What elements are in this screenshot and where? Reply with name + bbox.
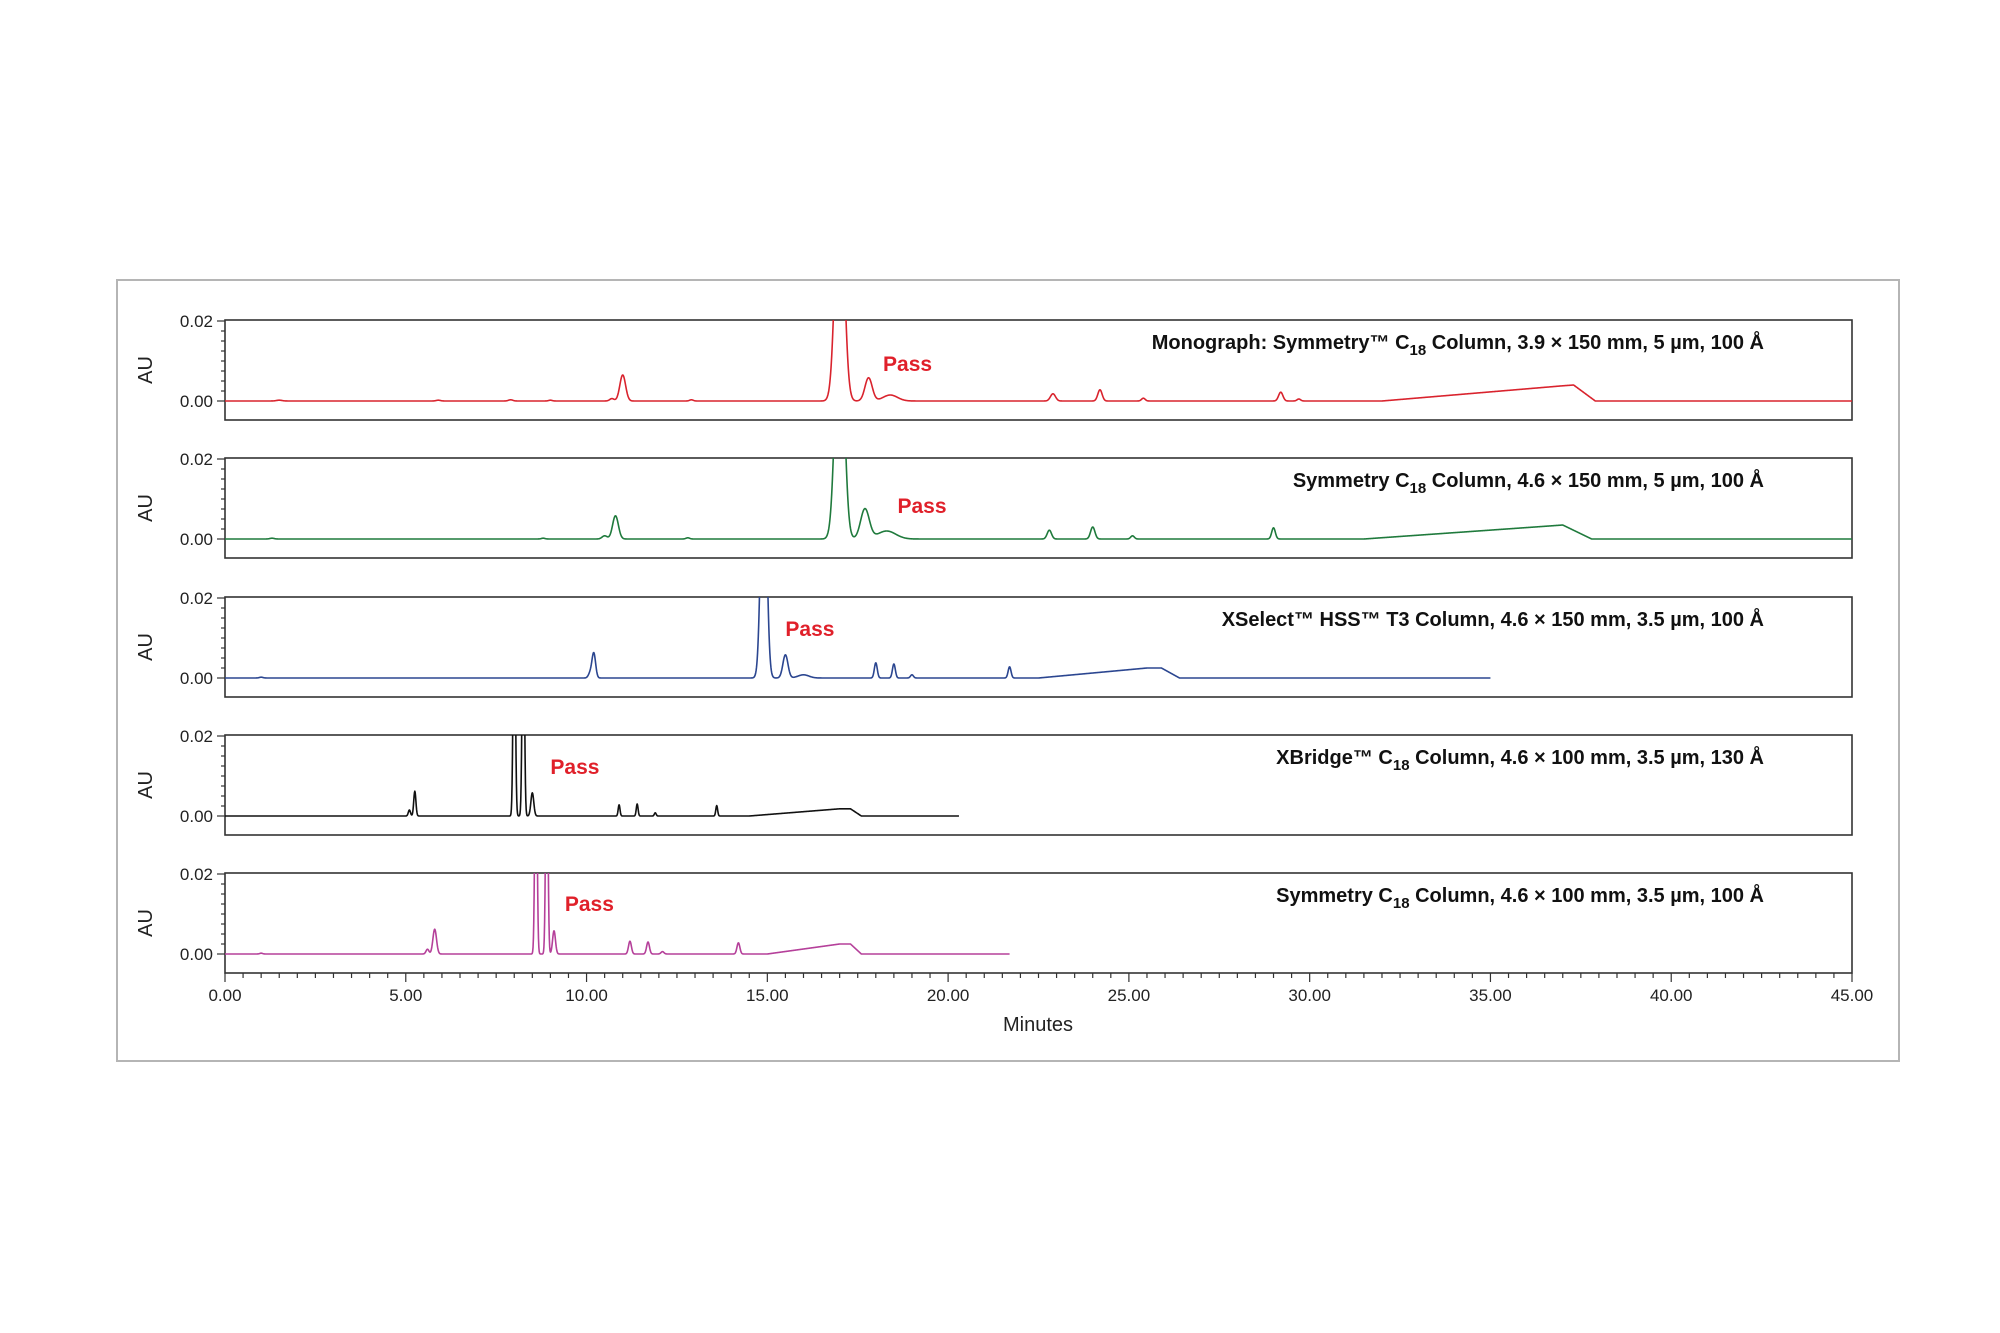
y-axis-title: AU [135, 356, 157, 384]
y-tick-label: 0.00 [180, 530, 213, 549]
panel-4: 0.02 0.00 AU XBridge™ C18 Column, 4.6 × 100… [135, 727, 1853, 836]
series-label-text: Column, 4.6 × 150 mm, 5 µm, 100 Å [1426, 468, 1764, 492]
x-tick-label: 40.00 [1650, 986, 1693, 1005]
series-label-text: XBridge™ C [1276, 747, 1393, 769]
pass-annotation-5: Pass [565, 893, 614, 916]
series-label-3: XSelect™ HSS™ T3 Column, 4.6 × 150 mm, 3… [1222, 607, 1764, 631]
series-label-5: Symmetry C18 Column, 4.6 × 100 mm, 3.5 µ… [1276, 883, 1764, 912]
x-axis: 0.00 5.00 10.00 15.00 20.00 25.00 30.00 35.00 40… [208, 973, 1873, 1005]
series-label-subscript: 18 [1410, 342, 1427, 359]
y-axis-title: AU [135, 909, 157, 937]
panel-5: 0.02 0.00 AU Symmetry C18 Column, 4.6 × 100… [135, 865, 1853, 974]
series-label-subscript: 18 [1393, 757, 1410, 774]
series-label-4: XBridge™ C18 Column, 4.6 × 100 mm, 3.5 µ… [1276, 745, 1764, 774]
series-label-text: Symmetry C [1293, 470, 1410, 492]
x-tick-label: 35.00 [1469, 986, 1512, 1005]
x-tick-label: 25.00 [1108, 986, 1151, 1005]
panel-frame [224, 734, 1853, 836]
y-tick-label: 0.02 [180, 865, 213, 884]
pass-annotation-1: Pass [883, 353, 932, 376]
y-tick-label: 0.02 [180, 450, 213, 469]
series-label-text: Monograph: Symmetry™ C [1152, 332, 1410, 354]
panel-frame [224, 457, 1853, 559]
y-axis-title: AU [135, 494, 157, 522]
y-tick-label: 0.00 [180, 945, 213, 964]
series-label-subscript: 18 [1393, 895, 1410, 912]
y-tick-label: 0.00 [180, 669, 213, 688]
y-tick-label: 0.02 [180, 312, 213, 331]
series-label-text: Column, 4.6 × 100 mm, 3.5 µm, 100 Å [1410, 883, 1764, 907]
series-label-subscript: 18 [1410, 480, 1427, 497]
series-label-2: Symmetry C18 Column, 4.6 × 150 mm, 5 µm,… [1293, 468, 1764, 497]
pass-annotation-4: Pass [550, 756, 599, 779]
series-trace-5 [225, 873, 1011, 955]
panel-3: 0.02 0.00 AU XSelect™ HSS™ T3 Column, 4.6 ×… [135, 589, 1853, 698]
y-tick-label: 0.00 [180, 392, 213, 411]
panel-1: 0.02 0.00 AU Monograph: Symmetry™ C18 Colum… [135, 312, 1853, 421]
y-tick-label: 0.02 [180, 727, 213, 746]
x-tick-label: 10.00 [565, 986, 608, 1005]
pass-annotation-2: Pass [897, 495, 946, 518]
y-axis-title: AU [135, 771, 157, 799]
series-label-1: Monograph: Symmetry™ C18 Column, 3.9 × 1… [1152, 330, 1764, 359]
series-trace-2 [225, 458, 1852, 540]
x-tick-label: 20.00 [927, 986, 970, 1005]
y-tick-label: 0.02 [180, 589, 213, 608]
x-tick-label: 45.00 [1831, 986, 1874, 1005]
series-trace-4 [225, 735, 960, 817]
y-axis-title: AU [135, 633, 157, 661]
x-tick-label: 30.00 [1288, 986, 1331, 1005]
series-label-text: XSelect™ HSS™ T3 Column, 4.6 × 150 mm, 3… [1222, 607, 1764, 631]
series-trace-1 [225, 320, 1852, 402]
panel-2: 0.02 0.00 AU Symmetry C18 Column, 4.6 × 150… [135, 450, 1853, 559]
series-trace-3 [225, 597, 1491, 679]
x-tick-label: 5.00 [389, 986, 422, 1005]
series-label-text: Column, 4.6 × 100 mm, 3.5 µm, 130 Å [1410, 745, 1764, 769]
panel-frame [224, 319, 1853, 421]
x-tick-label: 15.00 [746, 986, 789, 1005]
panel-frame [224, 596, 1853, 698]
y-tick-label: 0.00 [180, 807, 213, 826]
series-label-text: Symmetry C [1276, 885, 1393, 907]
series-label-text: Column, 3.9 × 150 mm, 5 µm, 100 Å [1426, 330, 1764, 354]
pass-annotation-3: Pass [785, 618, 834, 641]
x-tick-label: 0.00 [208, 986, 241, 1005]
x-axis-title: Minutes [1003, 1014, 1073, 1036]
